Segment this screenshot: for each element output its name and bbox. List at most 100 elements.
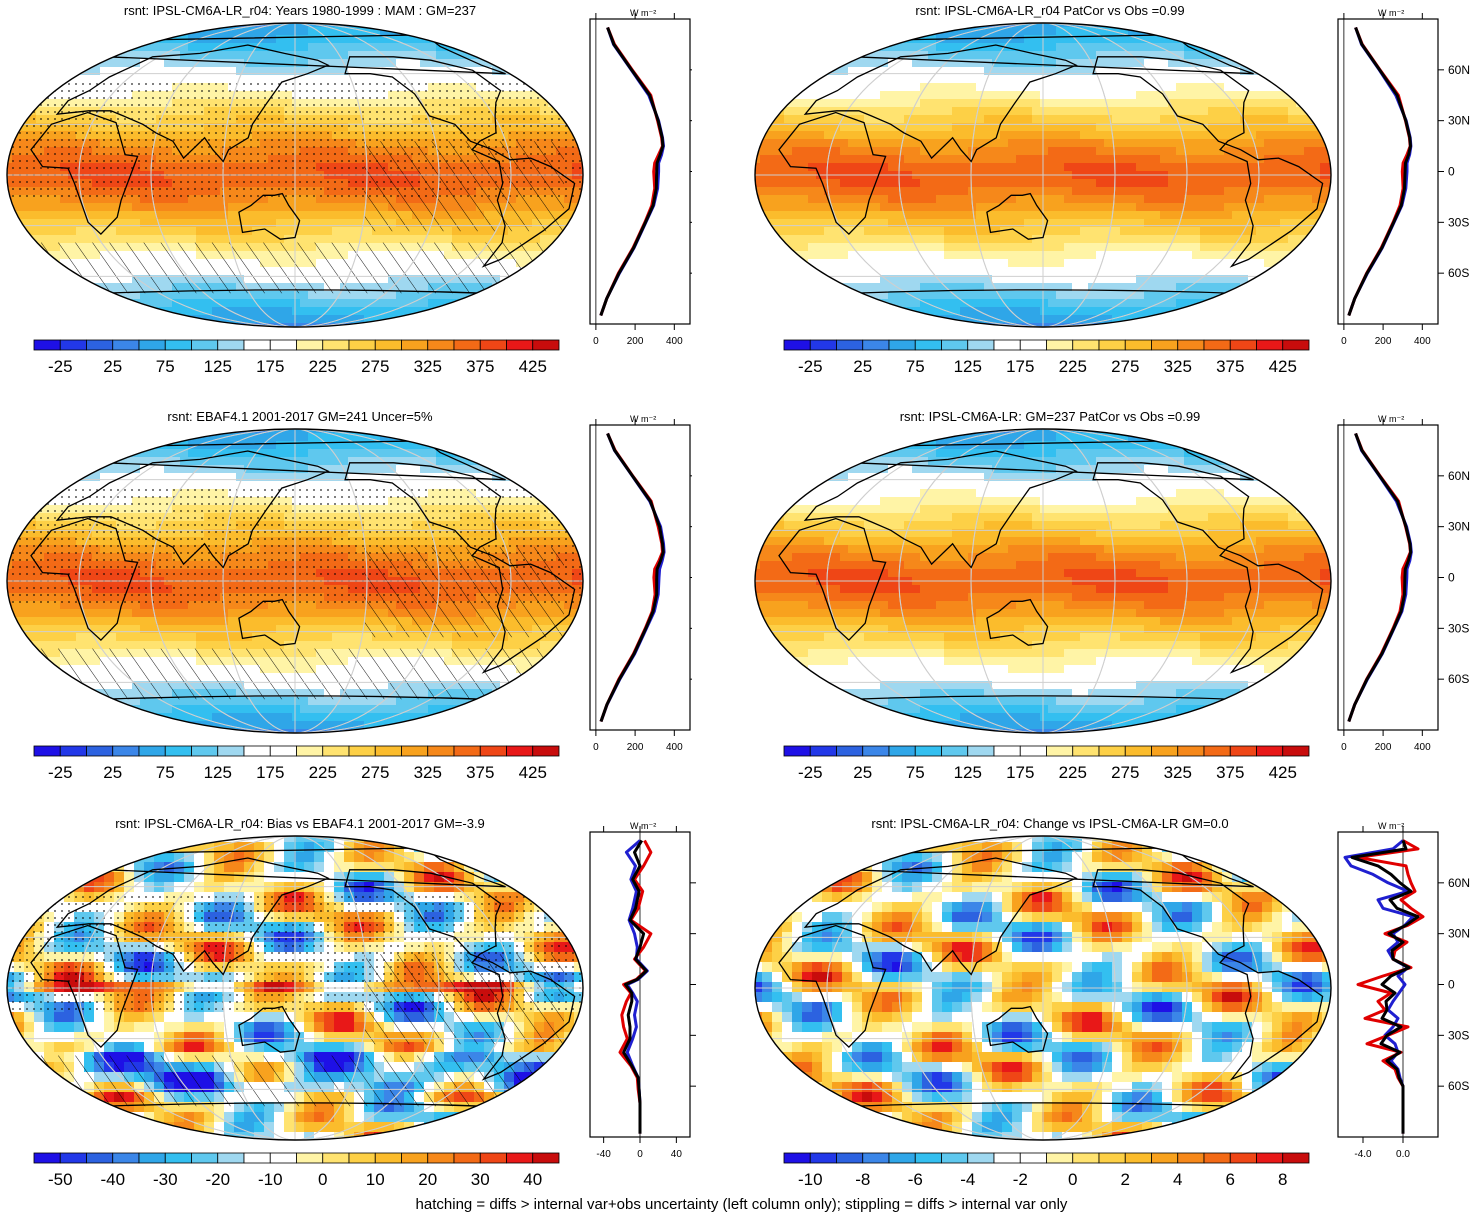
colorbar-swatch [888,339,916,351]
colorbar-swatch [191,745,219,757]
colorbar-label: -25 [798,357,823,376]
colorbar-label: 8 [1278,1170,1287,1189]
profile-ytick: 0 [1448,571,1455,585]
colorbar-swatch [941,1152,969,1164]
profile-unit: W m⁻² [1378,414,1404,424]
colorbar-swatch [993,339,1021,351]
colorbar-swatch [243,1152,271,1164]
colorbar-swatch [86,745,114,757]
colorbar-swatch [836,745,864,757]
colorbar-label: 325 [1164,357,1192,376]
colorbar-swatch [1229,339,1257,351]
profile-ytick: 60S [1448,1079,1469,1093]
zonal-profile: W m⁻² 60N 30N 0 30S 60S 0 200 400 [1337,414,1470,753]
profile-unit: W m⁻² [1378,821,1404,831]
colorbar-swatch [1072,339,1100,351]
colorbar-label: 75 [906,763,925,782]
colorbar-label: 225 [1059,763,1087,782]
profile-frame [589,424,691,731]
colorbar-swatch [941,339,969,351]
colorbar-label: -2 [1013,1170,1028,1189]
colorbar-label: 375 [466,763,494,782]
colorbar-swatch [427,339,455,351]
panel-title: rsnt: IPSL-CM6A-LR_r04: Bias vs EBAF4.1 … [115,816,485,831]
profile-xtick: 0 [593,742,599,753]
colorbar-label: 10 [366,1170,385,1189]
colorbar-swatch [217,1152,245,1164]
colorbar-label: 275 [1111,763,1139,782]
colorbar-label: 175 [256,357,284,376]
profile-unit: W m⁻² [630,8,656,18]
colorbar-swatch [1019,339,1047,351]
colorbar-swatch [1177,745,1205,757]
profile-xtick: 400 [666,742,683,753]
colorbar-swatch [967,745,995,757]
colorbar-swatch [296,1152,324,1164]
colorbar-swatch [59,745,87,757]
colorbar-label: -10 [258,1170,283,1189]
colorbar-label: 275 [361,763,389,782]
colorbar-swatch [967,339,995,351]
profile-xtick: 200 [627,336,644,347]
colorbar-swatch [401,745,429,757]
colorbar-label: 125 [204,763,232,782]
colorbar-label: 175 [256,763,284,782]
colorbar-swatch [112,339,140,351]
panel-title: rsnt: IPSL-CM6A-LR_r04: Change vs IPSL-C… [871,816,1229,831]
colorbar-label: 325 [1164,763,1192,782]
profile-frame [589,18,691,325]
colorbar-label: 375 [1216,357,1244,376]
colorbar-swatch [479,745,507,757]
profile-ytick: 30S [1448,621,1469,635]
profile-series-model [599,432,665,722]
colorbar-swatch [1046,1152,1074,1164]
colorbar-swatch [506,339,534,351]
profile-ytick: 30N [1448,520,1470,534]
colorbar-swatch [993,745,1021,757]
colorbar-swatch [532,745,560,757]
colorbar-swatch [1229,1152,1257,1164]
colorbar-swatch [836,1152,864,1164]
map [6,835,584,1141]
profile-ytick: 30S [1448,1028,1469,1042]
colorbar-swatch [191,1152,219,1164]
colorbar-swatch [243,339,271,351]
panel-title: rsnt: IPSL-CM6A-LR_r04: Years 1980-1999 … [123,3,477,18]
profile-xtick: 400 [666,336,683,347]
profile-xtick: 400 [1414,742,1431,753]
colorbar-swatch [348,339,376,351]
colorbar-label: -30 [153,1170,178,1189]
colorbar-label: 425 [1269,357,1297,376]
map [754,22,1332,328]
colorbar-label: -6 [908,1170,923,1189]
colorbar-swatch [1046,745,1074,757]
colorbar-swatch [783,339,811,351]
colorbar-label: -25 [48,357,73,376]
colorbar-swatch [783,1152,811,1164]
profile-xtick: 0 [1341,742,1347,753]
colorbar: -252575125175225275325375425475 [33,339,560,376]
colorbar-label: 25 [853,357,872,376]
profile-xtick: 0 [637,1149,643,1160]
colorbar-swatch [862,1152,890,1164]
profile-ytick: 0 [1448,165,1455,179]
colorbar-swatch [1177,1152,1205,1164]
colorbar-swatch [1203,1152,1231,1164]
colorbar-label: 75 [156,357,175,376]
colorbar-swatch [374,745,402,757]
colorbar-swatch [1019,745,1047,757]
colorbar-label: 325 [414,357,442,376]
colorbar-swatch [374,1152,402,1164]
colorbar-swatch [86,1152,114,1164]
colorbar-swatch [453,745,481,757]
zonal-profile: W m⁻² 60N 30N 0 30S 60S -4.0 0.0 [1337,821,1470,1160]
colorbar-swatch [191,339,219,351]
colorbar-swatch [217,745,245,757]
colorbar-swatch [164,745,192,757]
colorbar-swatch [164,339,192,351]
colorbar-swatch [506,745,534,757]
profile-xtick: -4.0 [1354,1149,1372,1160]
colorbar-label: 40 [523,1170,542,1189]
colorbar-label: 175 [1006,763,1034,782]
colorbar-swatch [1124,745,1152,757]
